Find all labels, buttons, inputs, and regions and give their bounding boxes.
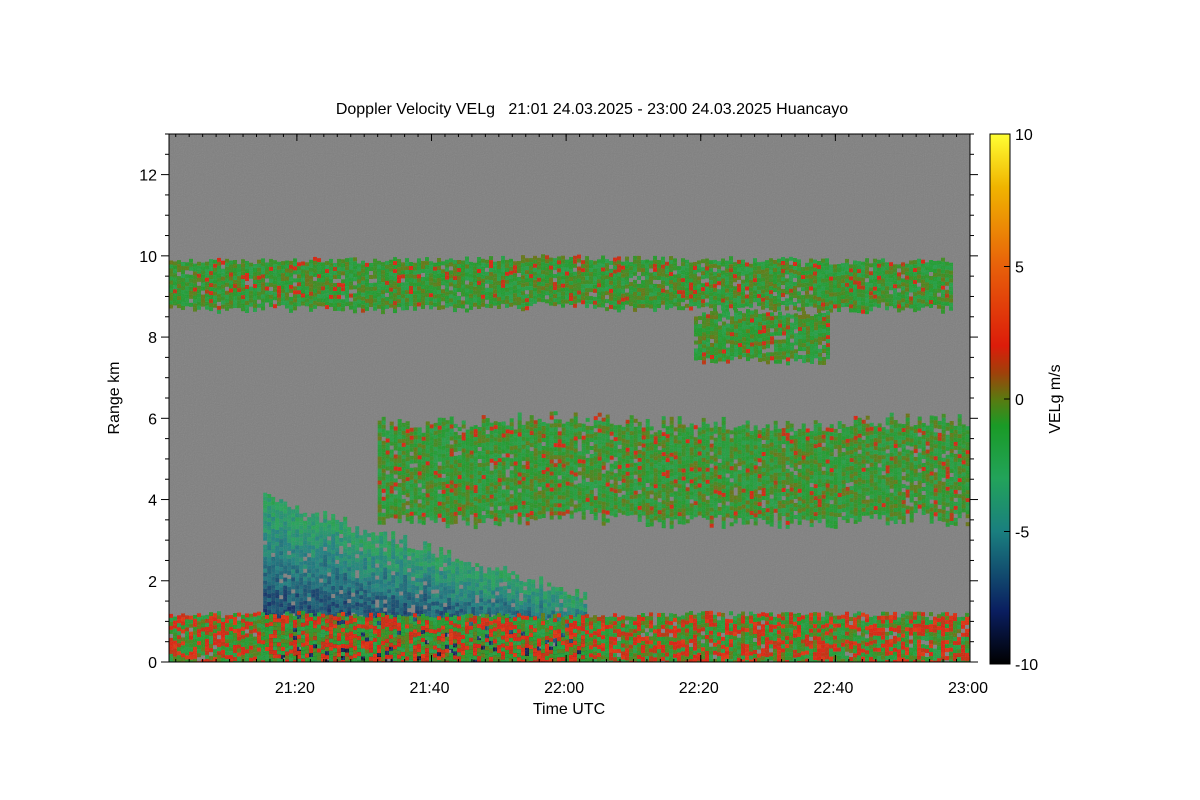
chart-title: Doppler Velocity VELg 21:01 24.03.2025 -… <box>336 101 848 118</box>
